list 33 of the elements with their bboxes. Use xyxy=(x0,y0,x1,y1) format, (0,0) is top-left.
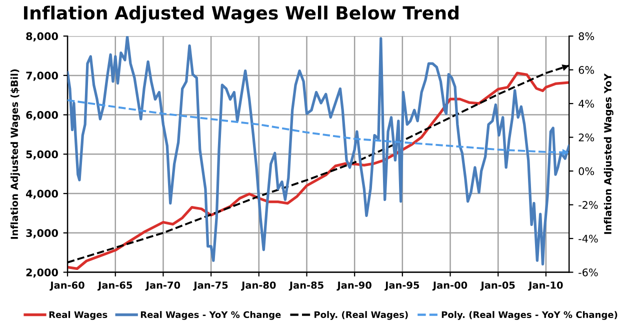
x-tick-label: Jan-10 xyxy=(528,281,563,291)
y2-tick-label: 8% xyxy=(578,32,594,40)
x-tick-label: Jan-00 xyxy=(432,281,468,291)
y2-tick-label: 0% xyxy=(578,167,594,176)
x-tick-label: Jan-85 xyxy=(288,281,324,291)
y-tick-label: 7,000 xyxy=(26,72,58,81)
y-tick-label: 2,000 xyxy=(26,268,58,278)
x-tick-label: Jan-75 xyxy=(193,282,228,291)
y-tick-label: 5,000 xyxy=(26,150,58,160)
legend-label: Real Wages - YoY % Change xyxy=(140,311,281,320)
y2-axis-title: Inflation Adjusted Wages YoY xyxy=(604,73,614,234)
legend-label: Poly. (Real Wages) xyxy=(314,311,408,320)
y2-tick-label: -4% xyxy=(578,234,598,243)
y-tick-label: 4,000 xyxy=(26,190,58,199)
y2-tick-label: 6% xyxy=(578,66,594,74)
x-tick-label: Jan-60 xyxy=(50,281,84,291)
chart-title: Inflation Adjusted Wages Well Below Trend xyxy=(24,6,458,24)
y2-tick-label: 2% xyxy=(578,134,594,142)
y2-tick-label: -6% xyxy=(578,268,598,276)
y-tick-label: 8,000 xyxy=(26,32,58,42)
x-tick-label: Jan-80 xyxy=(241,281,276,291)
legend-label: Real Wages xyxy=(49,311,108,320)
x-tick-label: Jan-90 xyxy=(336,281,372,291)
y2-tick-label: 4% xyxy=(578,100,594,108)
x-tick-label: Jan-70 xyxy=(145,281,180,291)
x-tick-label: Jan-05 xyxy=(480,281,515,291)
y-tick-label: 3,000 xyxy=(26,229,58,238)
y-axis-title: Inflation Adjusted Wages ($Bil) xyxy=(10,69,20,239)
x-tick-label: Jan-65 xyxy=(98,281,132,291)
legend-label: Poly. (Real Wages - YoY % Change) xyxy=(442,311,618,320)
x-tick-label: Jan-95 xyxy=(384,281,420,291)
y2-tick-label: -2% xyxy=(578,200,598,209)
y-tick-label: 6,000 xyxy=(26,111,58,120)
